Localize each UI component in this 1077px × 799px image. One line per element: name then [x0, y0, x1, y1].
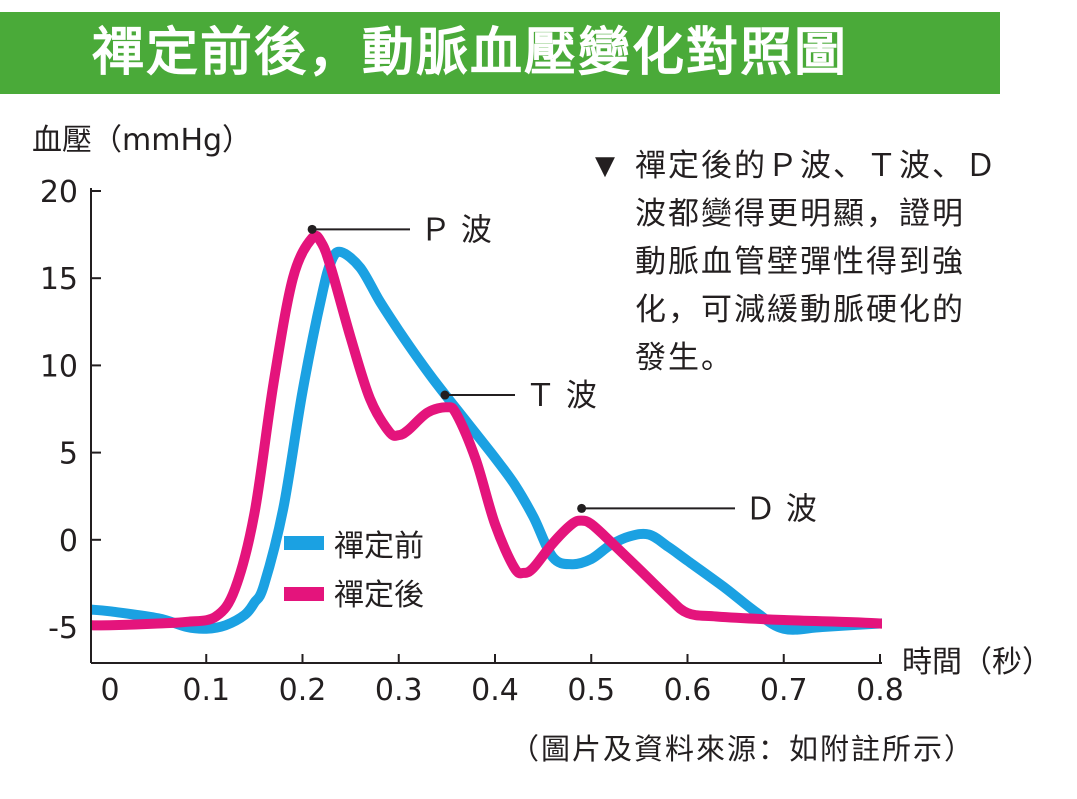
axes	[90, 188, 882, 664]
y-tick-label: 10	[40, 349, 78, 384]
y-tick-label: -5	[48, 611, 78, 646]
title-banner	[0, 12, 1000, 94]
legend-swatch-before	[284, 536, 324, 550]
annotation-label: Ｄ 波	[745, 491, 817, 527]
annotation-label: Ｐ 波	[420, 212, 492, 248]
x-tick-label: 0.8	[856, 673, 904, 708]
y-tick-label: 15	[40, 262, 78, 297]
x-tick-label: 0.1	[182, 673, 230, 708]
x-tick-label: 0.2	[279, 673, 327, 708]
y-axis-label: 血壓（mmHg）	[32, 123, 252, 158]
y-ticks: 20 15 10 5 0 -5	[40, 175, 101, 646]
legend-label-after: 禪定後	[334, 578, 424, 613]
note-line-4: 化，可減緩動脈硬化的	[635, 292, 965, 328]
triangle-down-icon: ▼	[595, 151, 617, 181]
series-lines	[92, 230, 882, 635]
source-caption: （圖片及資料來源：如附註所示）	[510, 732, 976, 766]
wave-annotations: Ｐ 波 Ｔ 波 Ｄ 波	[307, 212, 817, 527]
explanation-note: ▼ 禪定後的Ｐ波、Ｔ波、Ｄ 波都變得更明顯，證明 動脈血管壁彈性得到強 化，可減緩…	[595, 142, 1015, 382]
note-line-5: 發生。	[635, 340, 734, 376]
annotation-label: Ｔ 波	[525, 378, 597, 414]
x-axis-label: 時間（秒）	[902, 645, 1052, 680]
note-line-3: 動脈血管壁彈性得到強	[635, 244, 965, 280]
x-tick-label: 0.5	[567, 673, 615, 708]
chart-title: 禪定前後，動脈血壓變化對照圖	[92, 23, 849, 83]
x-tick-label: 0.7	[760, 673, 808, 708]
y-tick-label: 20	[40, 175, 78, 210]
x-tick-label: 0.6	[664, 673, 712, 708]
note-line-1: ▼ 禪定後的Ｐ波、Ｔ波、Ｄ	[595, 142, 1015, 190]
legend-swatch-after	[284, 587, 324, 601]
x-tick-label: 0	[100, 673, 119, 708]
legend-label-before: 禪定前	[334, 529, 424, 564]
y-tick-label: 5	[59, 437, 78, 472]
x-tick-label: 0.4	[471, 673, 519, 708]
x-tick-label: 0.3	[375, 673, 423, 708]
series-line-before	[92, 246, 882, 635]
y-tick-label: 0	[59, 524, 78, 559]
legend: 禪定前 禪定後	[284, 529, 424, 613]
series-line-after	[92, 230, 882, 631]
x-ticks: 0 0.1 0.2 0.3 0.4 0.5 0.6 0.7 0.8	[100, 654, 904, 708]
note-line-2: 波都變得更明顯，證明	[635, 196, 965, 232]
